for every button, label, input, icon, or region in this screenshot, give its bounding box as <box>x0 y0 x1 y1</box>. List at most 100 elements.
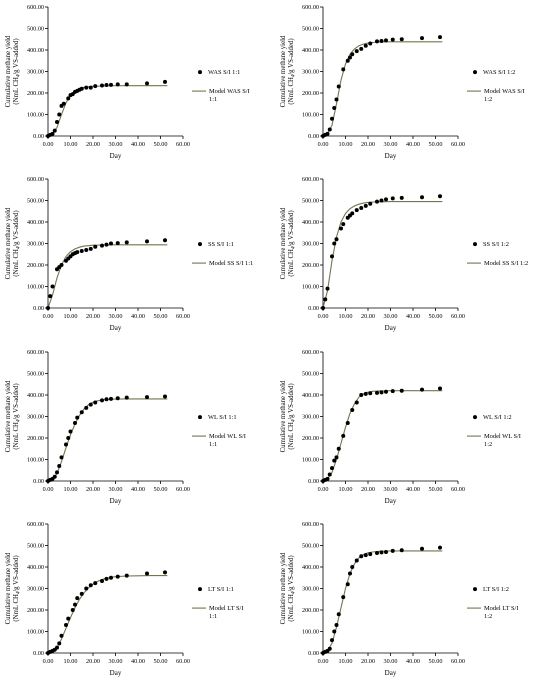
y-axis-title: Cumulative methane yield <box>280 552 287 624</box>
data-point <box>75 415 80 420</box>
data-point <box>93 244 98 249</box>
x-tick-label: 10.00 <box>339 141 353 148</box>
x-tick-label: 40.00 <box>131 658 145 665</box>
data-point <box>384 549 388 554</box>
x-tick-label: 10.00 <box>339 658 353 665</box>
y-tick-label: 200.00 <box>302 607 319 614</box>
y-axis-title: Cumulative methane yield <box>5 207 12 279</box>
data-point <box>61 101 66 106</box>
data-point <box>350 52 355 57</box>
model-curve <box>47 575 168 654</box>
legend-label: Model WAS S/I <box>209 88 250 95</box>
x-tick-label: 20.00 <box>86 313 100 320</box>
legend-label: Model WL S/I <box>209 433 246 440</box>
data-point <box>325 131 330 136</box>
data-point <box>52 474 57 479</box>
chart-svg: 0.00 100.00 200.00 300.00 400.00 500.00 600.00… <box>280 176 528 332</box>
chart-panel: 0.00 100.00 200.00 300.00 400.00 500.00 600.00… <box>0 345 275 517</box>
data-point <box>46 306 50 310</box>
data-point <box>88 402 93 407</box>
legend-label: 1:1 <box>209 441 217 448</box>
x-axis-title: Day <box>385 497 397 505</box>
y-axis-units-part: /g VS-added) <box>288 38 295 74</box>
y-axis-title-units: (NmL CH4/g VS-added) <box>13 383 22 449</box>
model-curve <box>47 398 168 482</box>
data-point <box>330 254 334 259</box>
legend-label: Model WL S/I <box>484 433 521 440</box>
x-tick-label: 40.00 <box>406 486 420 493</box>
y-axis-units-part: /g VS-added) <box>288 210 295 246</box>
data-point <box>145 81 149 86</box>
legend-label: 1:2 <box>484 441 492 448</box>
data-point <box>124 573 129 578</box>
x-tick-label: 30.00 <box>384 486 398 493</box>
legend-marker <box>473 242 477 247</box>
data-point <box>57 112 62 117</box>
y-tick-label: 0.00 <box>308 133 319 140</box>
data-point <box>330 466 334 471</box>
y-tick-label: 0.00 <box>33 478 44 485</box>
chart-svg: 0.00 100.00 200.00 300.00 400.00 500.00 600.00… <box>5 521 243 677</box>
data-point <box>359 46 364 51</box>
legend-label: WL S/I 1:1 <box>208 414 237 421</box>
x-tick-label: 20.00 <box>86 141 100 148</box>
y-tick-label: 100.00 <box>302 284 319 291</box>
data-point <box>59 633 64 638</box>
x-axis-title: Day <box>385 669 397 677</box>
y-tick-label: 0.00 <box>33 133 44 140</box>
y-axis-units-part: (NmL CH <box>13 422 20 450</box>
y-axis-units-part: /g VS-added) <box>13 38 20 74</box>
y-tick-label: 200.00 <box>302 90 319 97</box>
data-point <box>438 386 442 391</box>
data-point <box>88 583 93 588</box>
data-point <box>79 86 84 91</box>
x-tick-label: 20.00 <box>361 658 375 665</box>
y-axis-units-subscript: 4 <box>292 591 297 594</box>
y-tick-label: 400.00 <box>302 392 319 399</box>
y-tick-label: 0.00 <box>308 478 319 485</box>
data-point <box>93 400 98 405</box>
data-point <box>339 226 343 231</box>
y-tick-label: 600.00 <box>302 4 319 11</box>
legend-label: 1:1 <box>209 613 217 620</box>
data-point <box>163 238 167 243</box>
data-point <box>334 455 339 460</box>
y-tick-label: 500.00 <box>27 198 44 205</box>
data-point <box>336 612 341 617</box>
chart-panel: 0.00 100.00 200.00 300.00 400.00 500.00 600.00… <box>0 517 275 689</box>
data-point <box>399 388 404 393</box>
x-tick-label: 60.00 <box>176 313 190 320</box>
y-axis-units-subscript: 4 <box>17 419 22 422</box>
x-tick-label: 40.00 <box>406 313 420 320</box>
y-tick-label: 200.00 <box>302 262 319 269</box>
x-axis-title: Day <box>110 152 122 160</box>
data-point <box>334 97 339 102</box>
data-point <box>124 82 129 87</box>
x-tick-label: 0.00 <box>318 658 329 665</box>
x-tick-label: 20.00 <box>361 313 375 320</box>
x-tick-label: 60.00 <box>451 313 465 320</box>
data-point <box>332 106 337 111</box>
x-tick-label: 10.00 <box>339 486 353 493</box>
chart-panel: 0.00 100.00 200.00 300.00 400.00 500.00 600.00… <box>275 0 550 172</box>
chart-svg: 0.00 100.00 200.00 300.00 400.00 500.00 600.00… <box>5 349 246 505</box>
model-curve <box>322 201 443 309</box>
y-tick-label: 400.00 <box>27 564 44 571</box>
data-point <box>163 394 167 399</box>
y-axis-units-subscript: 4 <box>292 74 297 77</box>
y-axis-title-units: (NmL CH4/g VS-added) <box>13 555 22 621</box>
legend-label: 1:1 <box>209 96 217 103</box>
x-tick-label: 50.00 <box>154 313 168 320</box>
y-axis-units-subscript: 4 <box>17 591 22 594</box>
x-tick-label: 10.00 <box>64 486 78 493</box>
x-tick-label: 60.00 <box>176 658 190 665</box>
data-point <box>336 446 341 451</box>
y-axis-units-part: /g VS-added) <box>13 383 20 419</box>
y-tick-label: 0.00 <box>33 305 44 312</box>
data-point <box>420 195 424 200</box>
x-tick-label: 30.00 <box>109 658 123 665</box>
data-point <box>75 250 80 255</box>
data-point <box>375 390 379 395</box>
model-curve <box>47 85 168 137</box>
x-tick-label: 10.00 <box>64 141 78 148</box>
